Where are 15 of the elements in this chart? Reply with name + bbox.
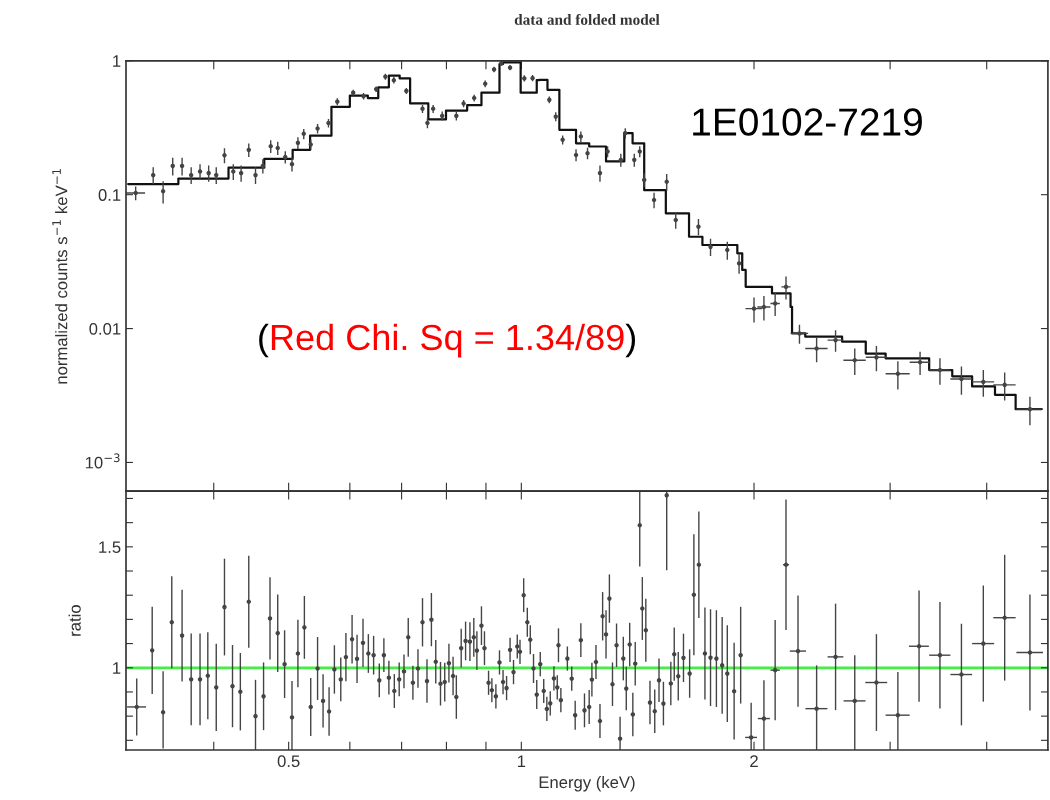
y-axis-title: normalized counts s$^{−1}$ keV$^{−1}$	[52, 169, 68, 384]
x-tick-label: 2	[750, 755, 758, 767]
y-tick-label: 0.1	[98, 189, 121, 201]
y-tick-label: 0.01	[89, 322, 121, 335]
annotation: 1E0102-7219	[693, 108, 922, 136]
x-tick-label: 0.5	[277, 755, 300, 768]
annotation: (Red Chi. Sq = 1.34/89)	[259, 323, 636, 358]
y-tick-label: 1	[113, 662, 121, 674]
chart-title: data and folded model	[514, 13, 660, 25]
y-axis-title: ratio	[68, 605, 81, 636]
y-tick-label: 1	[113, 55, 121, 67]
x-tick-label: 1	[517, 755, 526, 767]
y-tick-label: 1.5	[99, 541, 121, 554]
y-tick-label: 10$^{−3}$	[85, 453, 120, 469]
x-axis-title: Energy (keV)	[539, 775, 635, 792]
